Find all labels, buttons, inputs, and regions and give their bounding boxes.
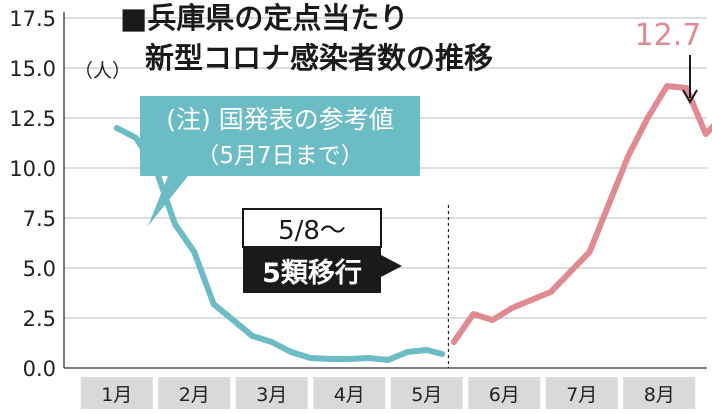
y-tick-label: 0.0 [23,357,56,381]
x-category-band [80,377,153,409]
y-tick-label: 10.0 [9,157,56,181]
x-tick-label: 1月 [101,384,132,406]
series-layer [113,83,712,363]
x-category-band [158,377,231,409]
last-value-arrow [682,55,698,104]
x-tick-label: 2月 [179,384,210,406]
x-tick-label: 4月 [334,384,365,406]
x-category-band [623,377,696,409]
chart-title-line-1: ■兵庫県の定点当たり [120,1,408,35]
transition-date: 5/8～ [278,216,346,246]
chart-title-line-2: 新型コロナ感染者数の推移 [145,41,493,75]
x-tick-label: 6月 [489,384,520,406]
y-axis-ticks: 0.0 2.5 5.0 7.5 10.0 12.5 15.0 17.5 [9,7,56,381]
y-tick-label: 12.5 [9,107,56,131]
transition-label: 5類移行 [262,257,362,289]
x-category-band [390,377,463,409]
y-tick-label: 7.5 [23,207,56,231]
x-category-band [313,377,386,409]
y-tick-label: 17.5 [9,7,56,31]
unit-label: （人） [74,60,131,82]
note-line-1: (注) 国発表の参考値 [166,105,393,134]
series-line-1 [113,125,446,363]
last-value-label: 12.7 [635,18,702,53]
y-tick-label: 15.0 [9,57,56,81]
x-tick-label: 5月 [411,384,442,406]
x-category-band [545,377,618,409]
note-line-2: （5月7日まで） [196,143,363,169]
x-axis-labels: 1月 2月 3月 4月 5月 6月 7月 8月 [80,377,696,409]
x-tick-label: 3月 [256,384,287,406]
note-callout: (注) 国発表の参考値 （5月7日まで） [140,96,420,226]
x-tick-label: 8月 [644,384,675,406]
x-category-band [235,377,308,409]
transition-box: 5/8～ 5類移行 [242,208,402,293]
x-tick-label: 7月 [566,384,597,406]
y-tick-label: 2.5 [23,307,56,331]
y-tick-label: 5.0 [23,257,56,281]
x-category-band [468,377,541,409]
series-line-2 [450,83,712,345]
plot-frame [63,12,707,369]
